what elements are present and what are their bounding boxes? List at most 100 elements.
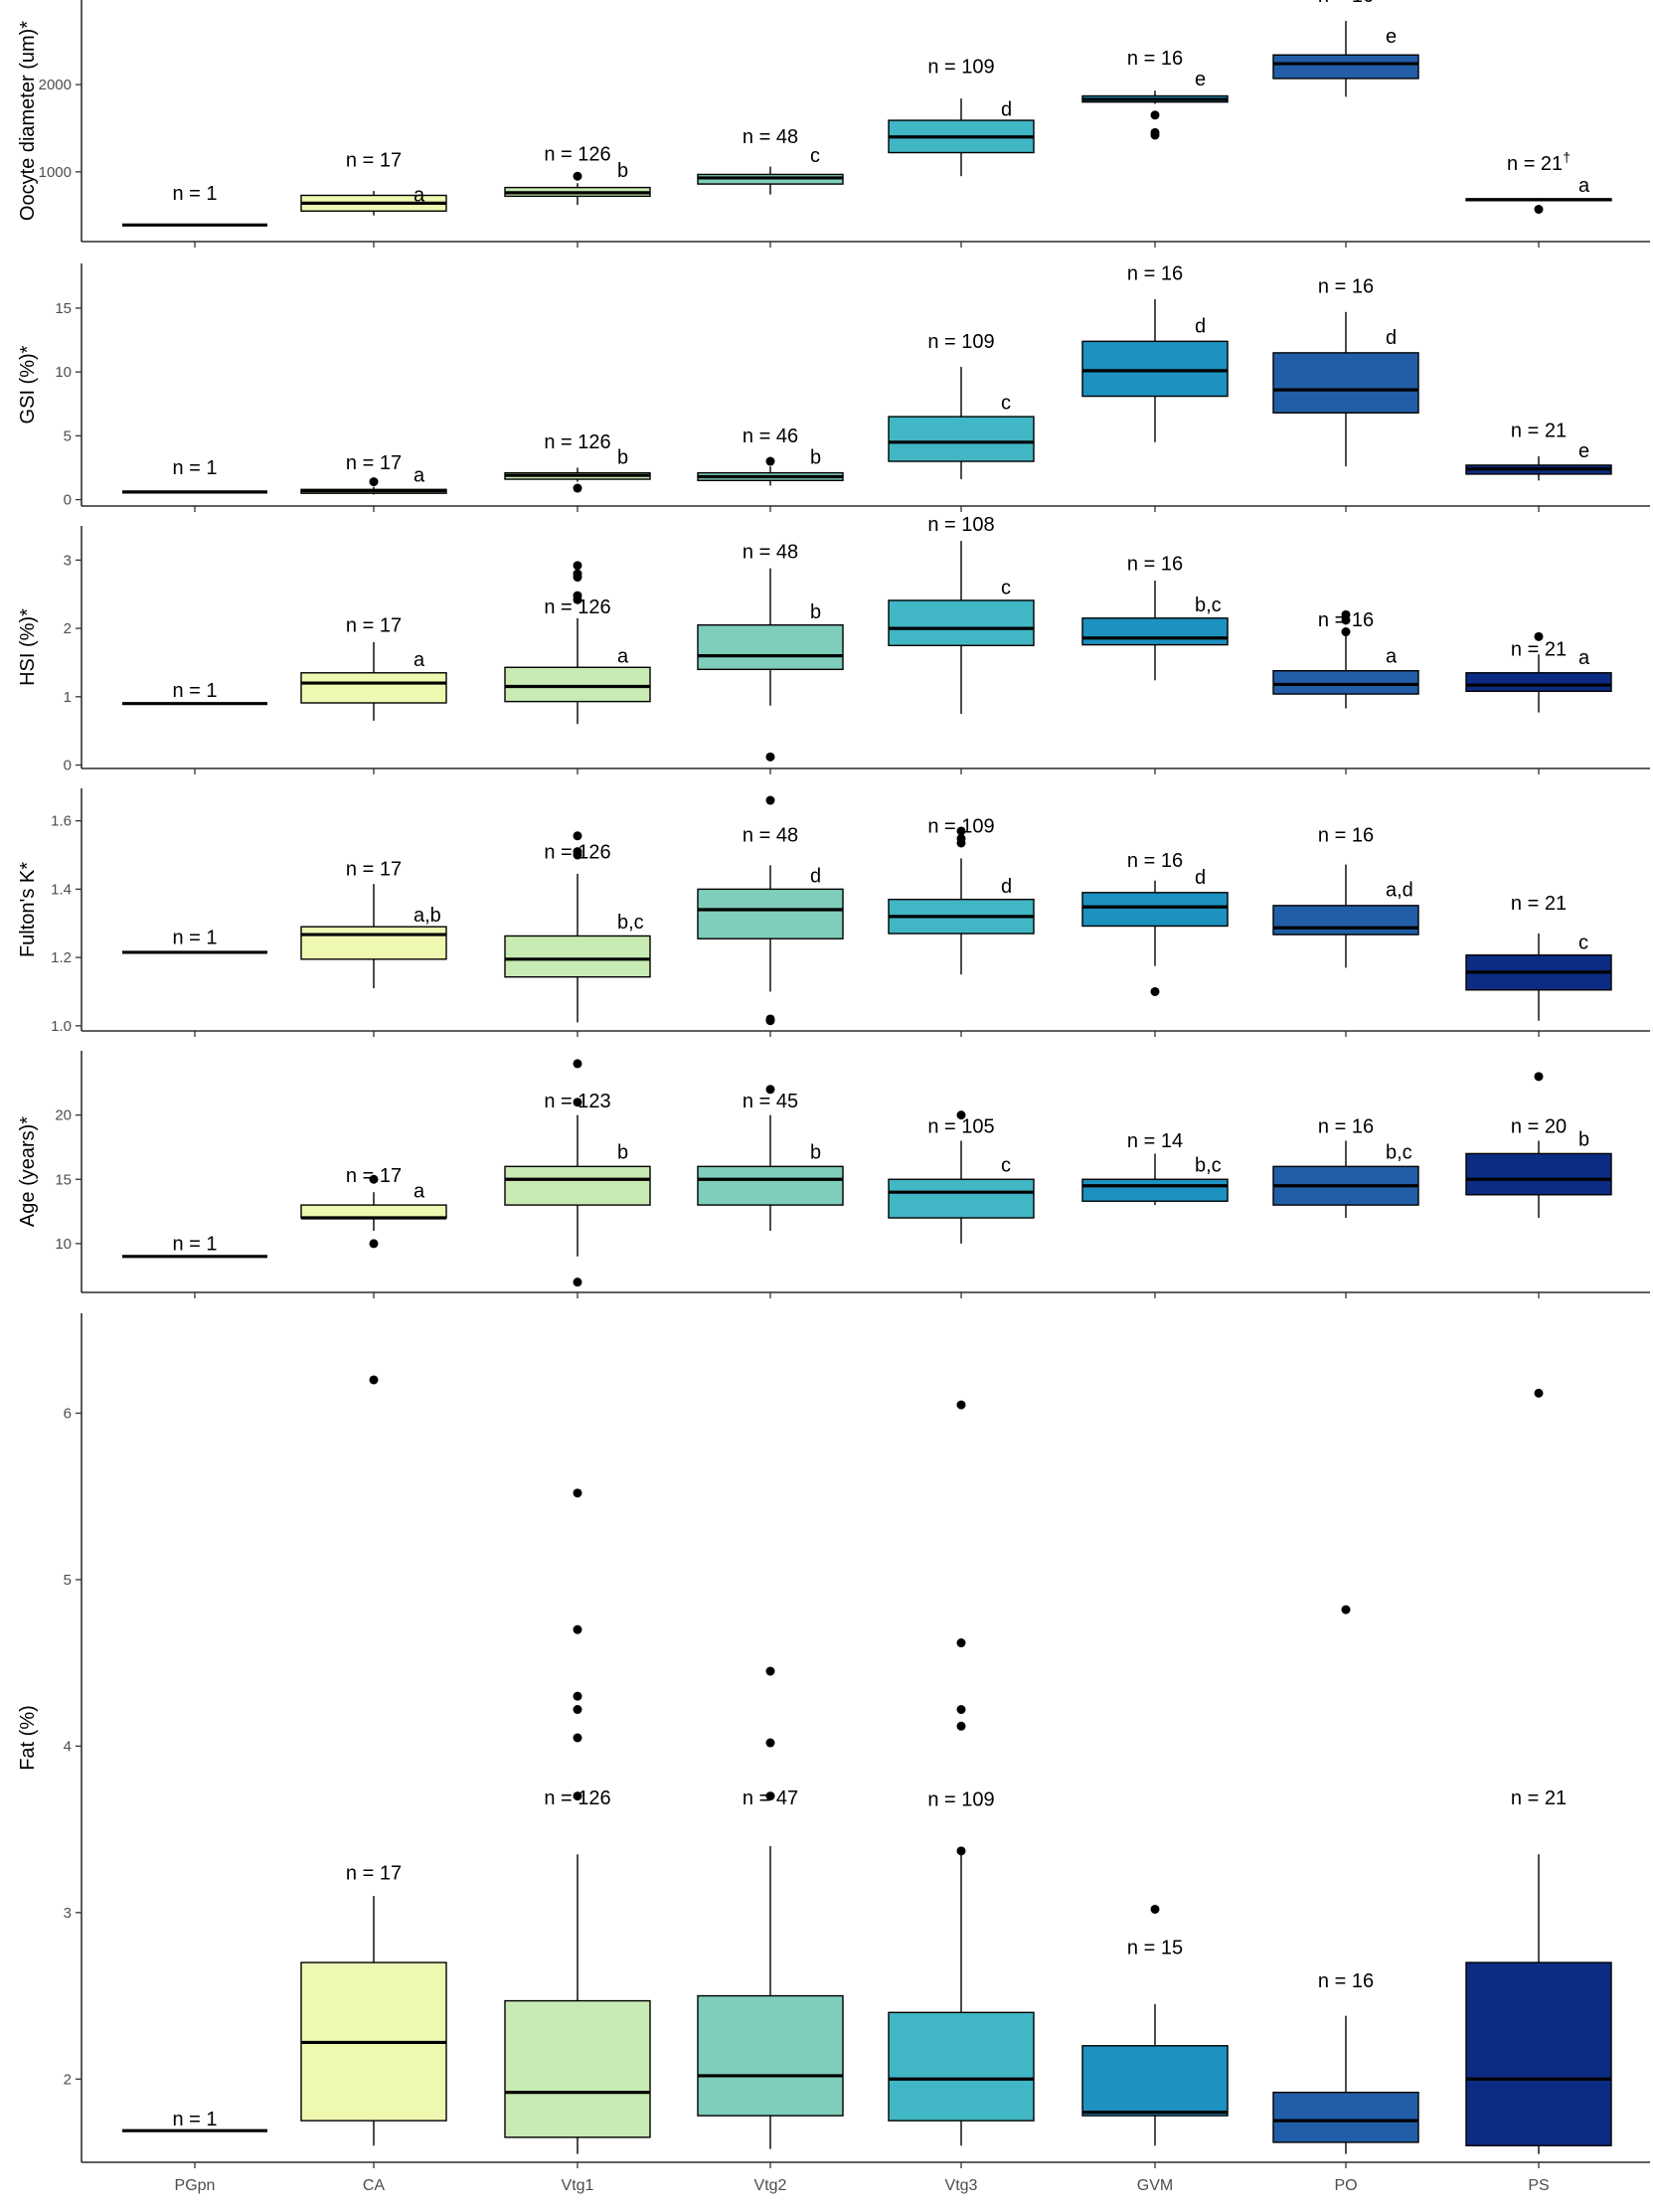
n-label: n = 109	[927, 1789, 994, 1811]
box-group-vtg2: n = 47	[697, 1666, 844, 2149]
n-label: n = 48	[743, 824, 798, 846]
significance-letter: d	[1195, 315, 1206, 337]
box-group-pgpn: n = 1	[122, 457, 267, 494]
box-group-vtg1: n = 123 b	[504, 1059, 651, 1287]
significance-letter: e	[1578, 440, 1589, 462]
outlier-point	[956, 1400, 966, 1410]
outlier-point	[765, 752, 775, 762]
n-label: n = 105	[927, 1116, 994, 1138]
outlier-point	[369, 1174, 379, 1184]
box-group-pgpn: n = 1	[122, 2109, 267, 2132]
box-iqr	[888, 416, 1035, 462]
box-group-ps: n = 21 c	[1465, 893, 1612, 1021]
y-tick-label: 20	[55, 1107, 72, 1124]
box-group-vtg3: n = 105 c	[888, 1110, 1035, 1244]
box-iqr	[697, 888, 844, 939]
box-group-vtg3: n = 109 d	[888, 57, 1035, 177]
box-group-vtg2: n = 46 b	[697, 425, 844, 486]
y-axis-title: Fat (%)	[17, 1705, 39, 1771]
significance-letter: b	[617, 160, 628, 182]
n-label: n = 109	[927, 331, 994, 353]
outlier-point	[573, 1277, 582, 1287]
significance-letter: d	[1386, 327, 1397, 349]
n-label: n = 15	[1127, 1938, 1183, 1959]
n-label: n = 17	[346, 150, 402, 172]
n-label: n = 16	[1318, 1970, 1374, 1992]
n-label: n = 16	[1318, 609, 1374, 631]
outlier-point	[956, 1721, 966, 1731]
box-group-vtg3: n = 109 d	[888, 816, 1035, 975]
outlier-point	[765, 1738, 775, 1748]
box-iqr	[1272, 670, 1419, 695]
box-iqr	[504, 1165, 651, 1206]
box-group-po: n = 16 a,d	[1272, 824, 1419, 968]
box-iqr	[300, 1204, 447, 1219]
n-label: n = 16	[1127, 263, 1183, 285]
box-iqr	[1465, 1961, 1612, 2146]
box-group-ca: n = 17 a,b	[300, 859, 447, 989]
x-tick-label: GVM	[1137, 2177, 1173, 2194]
n-label: n = 109	[927, 57, 994, 79]
box-group-gvm: n = 16 b,c	[1081, 554, 1229, 681]
box-group-vtg1: n = 126 a	[504, 561, 651, 725]
box-group-gvm: n = 16 e	[1081, 48, 1229, 140]
outlier-point	[765, 1791, 775, 1801]
outlier-point	[1534, 1388, 1544, 1398]
n-label: n = 16	[1127, 850, 1183, 872]
outlier-point	[1150, 986, 1160, 996]
significance-letter: c	[1001, 392, 1011, 414]
n-label: n = 1	[172, 183, 217, 205]
box-group-ps: n = 20 b	[1465, 1072, 1612, 1219]
outlier-point	[573, 1624, 582, 1634]
box-iqr	[300, 672, 447, 704]
y-tick-label: 0	[64, 492, 72, 509]
n-label: n = 21	[1511, 893, 1567, 915]
y-tick-label: 3	[64, 1905, 72, 1922]
n-label: n = 21	[1511, 639, 1567, 661]
significance-letter: a,b	[413, 905, 441, 927]
box-group-vtg1: n = 126	[504, 1488, 651, 2154]
significance-letter: b	[617, 1142, 628, 1164]
box-group-pgpn: n = 1	[122, 927, 267, 954]
y-tick-label: 0	[64, 758, 72, 774]
outlier-point	[573, 1059, 582, 1069]
outlier-point	[573, 1705, 582, 1715]
box-group-gvm: n = 15	[1081, 1904, 1229, 2146]
y-axis-title: Oocyte diameter (um)*	[17, 21, 39, 221]
outlier-point	[765, 1085, 775, 1095]
outlier-point	[956, 1110, 966, 1120]
box-iqr	[1272, 2091, 1419, 2143]
significance-letter: b	[810, 1142, 821, 1164]
box-group-po: n = 16 d	[1272, 276, 1419, 467]
n-label: n = 16	[1318, 1116, 1374, 1138]
outlier-point	[765, 795, 775, 805]
significance-letter: b,c	[1195, 1155, 1222, 1177]
box-iqr	[1081, 892, 1229, 928]
box-iqr	[300, 926, 447, 960]
box-group-ca: n = 17 a	[300, 615, 447, 721]
significance-letter: d	[1001, 876, 1012, 898]
box-group-ca: n = 17 a	[300, 150, 447, 216]
significance-letter: c	[1001, 1155, 1011, 1177]
n-label: n = 1	[172, 1233, 217, 1255]
n-label: n = 1	[172, 680, 217, 702]
outlier-point	[369, 1239, 379, 1249]
significance-letter: a	[1578, 175, 1590, 197]
significance-letter: b	[1578, 1129, 1589, 1151]
y-tick-label: 5	[64, 427, 72, 444]
n-label: n = 48	[743, 541, 798, 563]
y-tick-label: 1.0	[51, 1018, 72, 1035]
y-tick-label: 10	[55, 1236, 72, 1253]
outlier-point	[1341, 627, 1351, 637]
box-group-vtg3: n = 109	[888, 1400, 1035, 2146]
x-tick-label: PGpn	[175, 2177, 216, 2194]
outlier-point	[573, 1098, 582, 1107]
y-axis-title: HSI (%)*	[17, 608, 39, 686]
outlier-point	[765, 456, 775, 466]
box-iqr	[697, 623, 844, 671]
significance-letter: d	[810, 866, 821, 888]
outlier-point	[765, 1666, 775, 1676]
box-group-po: n = 16 e	[1272, 0, 1419, 97]
